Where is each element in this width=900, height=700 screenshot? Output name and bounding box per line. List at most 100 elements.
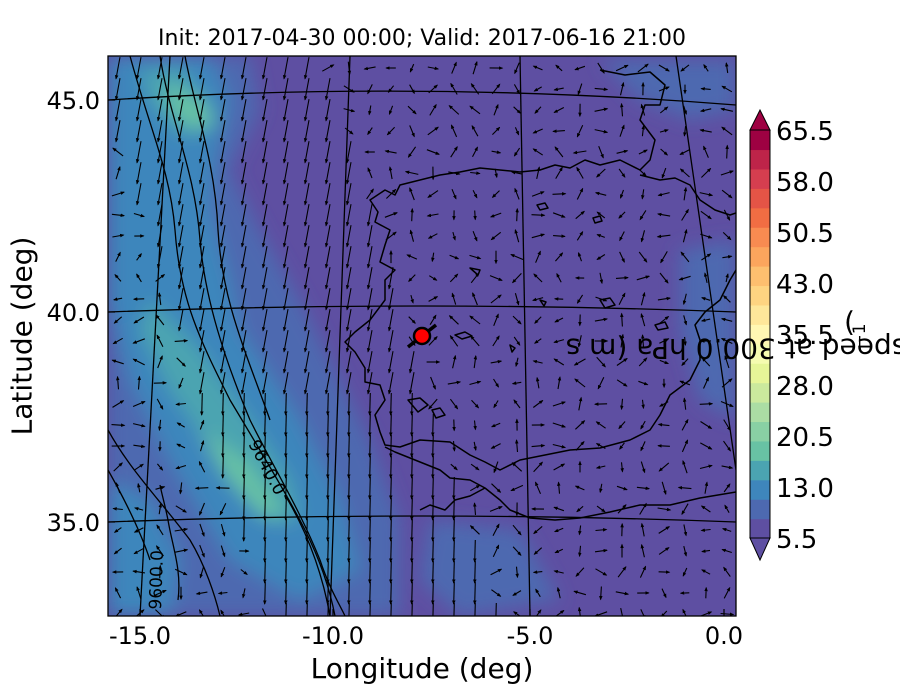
wind-arrow [428,335,438,346]
wind-arrow [263,497,267,521]
wind-arrow [618,292,626,305]
wind-arrow [242,588,246,599]
wind-arrow [452,539,456,563]
wind-arrow [657,444,670,448]
wind-arrow [554,146,564,158]
wind-arrow [261,225,268,248]
colorbar-frame [749,129,771,539]
wind-arrow [242,455,246,479]
wind-arrow [284,455,288,479]
wind-arrow [700,87,711,91]
wind-arrow [512,524,522,536]
wind-arrow [345,141,352,164]
colorbar-tick-label: 35.5 [776,321,834,351]
wind-arrow [284,434,288,458]
wind-arrow [263,560,267,584]
wind-arrow [198,267,205,290]
wind-arrow [156,120,163,143]
wind-arrow [198,78,205,101]
wind-arrow [113,527,122,533]
wind-arrow [492,523,500,537]
wind-arrow [619,189,625,199]
wind-arrow [345,309,352,332]
wind-arrow [594,191,607,196]
wind-arrow [490,359,503,364]
wind-arrow [532,148,544,156]
colorbar-segment [750,518,770,539]
wind-arrow [575,420,586,430]
wind-arrow [681,358,689,367]
wind-arrow [577,251,583,262]
wind-arrow [641,124,645,137]
wind-arrow [198,120,205,143]
wind-arrow [679,380,691,386]
wind-arrow [596,254,606,260]
wind-arrow [177,99,184,122]
wind-arrow [722,295,731,303]
wind-arrow [368,455,372,479]
wind-arrow [473,441,477,451]
wind-arrow [324,330,331,353]
x-tick-label: -15.0 [109,622,171,650]
wind-arrow [661,481,667,496]
colorbar-segment [750,149,770,170]
wind-arrow [261,608,268,616]
wind-arrow [619,442,625,450]
wind-arrow [303,120,310,143]
wind-arrow [389,539,393,563]
wind-arrow [617,504,627,514]
y-axis: 45.0 40.0 35.0 [47,87,115,537]
map-plot-area: 9640.0 9600.0 [108,56,736,616]
wind-arrow [112,507,123,511]
wind-arrow [638,380,649,386]
wind-arrow [177,204,184,227]
x-axis-label: Longitude (deg) [310,652,534,685]
wind-arrow [490,422,501,428]
wind-arrow [450,124,458,138]
wind-arrow [553,358,565,366]
wind-arrow [683,126,687,137]
wind-arrow [219,78,226,101]
wind-arrow [366,225,373,248]
wind-arrow [699,402,714,406]
wind-arrow [410,434,414,458]
wind-arrow [198,330,205,353]
wind-arrow [387,288,394,311]
wind-arrow [219,309,226,332]
wind-arrow [472,292,478,306]
wind-arrow [577,606,582,616]
wind-arrow [177,120,184,143]
x-axis: -15.0 -10.0 -5.0 0.0 [109,609,743,650]
wind-arrow [469,315,481,325]
wind-arrow [683,186,688,201]
wind-arrow [641,189,645,200]
wind-arrow [347,61,352,76]
wind-arrow [386,126,395,136]
wind-arrow [156,225,163,248]
wind-arrow [555,609,565,616]
wind-arrow [575,567,585,577]
wind-arrow [532,399,544,408]
wind-arrow [389,392,393,416]
wind-arrow [366,288,373,311]
wind-arrow [556,272,562,283]
wind-arrow [408,274,416,283]
wind-arrow [410,539,414,563]
wind-arrow [261,309,268,332]
wind-arrow [303,141,310,164]
wind-arrow [410,497,414,521]
wind-arrow [681,439,689,453]
wind-arrow [263,413,267,437]
wind-arrow [723,440,732,452]
wind-arrow [411,602,413,616]
wind-arrow [449,334,459,347]
wind-arrow [410,207,414,222]
wind-arrow [177,267,184,290]
wind-arrow [553,569,564,574]
wind-arrow [474,602,476,616]
wind-arrow [659,129,669,133]
wind-arrow [702,376,710,389]
wind-arrow [619,81,625,96]
wind-arrow [431,497,435,521]
wind-arrow [219,288,226,311]
